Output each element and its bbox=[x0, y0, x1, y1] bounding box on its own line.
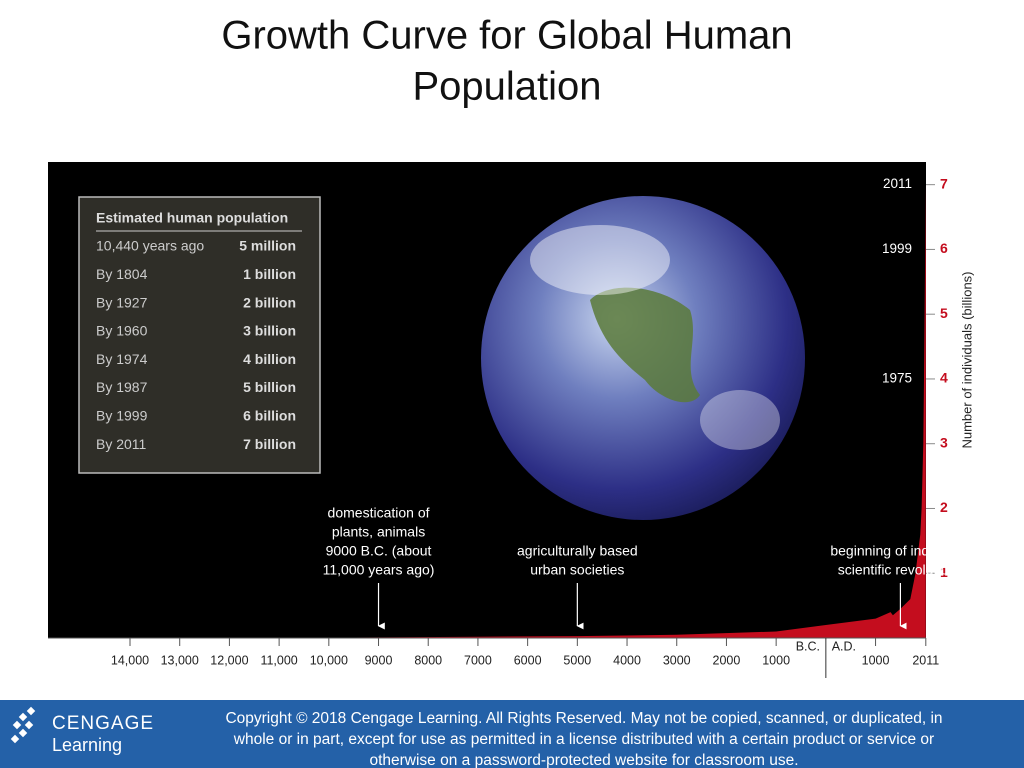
table-box bbox=[78, 196, 321, 474]
table-cell: By 2011 bbox=[96, 436, 147, 452]
earth-clouds bbox=[700, 390, 780, 450]
annotation: beginning of industrial, bbox=[830, 543, 970, 559]
x-tick-label: 10,000 bbox=[310, 653, 348, 667]
annotation: urban societies bbox=[530, 562, 624, 578]
year-marker: 1999 bbox=[882, 241, 912, 256]
table-cell: 2 billion bbox=[243, 294, 296, 310]
table-cell: 5 million bbox=[239, 238, 296, 254]
y-tick-label: 1 bbox=[940, 564, 948, 580]
y-axis-label: Number of individuals (billions) bbox=[959, 271, 974, 448]
table-cell: 10,440 years ago bbox=[96, 238, 204, 254]
annotation: agriculturally based bbox=[517, 543, 638, 559]
slide-title: Growth Curve for Global Human bbox=[221, 14, 792, 58]
footer-bar bbox=[0, 700, 1024, 768]
annotation: 11,000 years ago) bbox=[323, 562, 435, 578]
era-label: A.D. bbox=[832, 639, 856, 653]
copyright: whole or in part, except for use as perm… bbox=[233, 731, 934, 748]
annotation: domestication of bbox=[328, 505, 430, 521]
table-cell: 7 billion bbox=[243, 436, 296, 452]
x-tick-label: 3000 bbox=[663, 653, 691, 667]
y-tick-label: 3 bbox=[940, 434, 948, 450]
table-cell: 1 billion bbox=[243, 266, 296, 282]
table-cell: 4 billion bbox=[243, 351, 296, 367]
y-tick-label: 5 bbox=[940, 305, 948, 321]
y-tick-label: 4 bbox=[940, 370, 948, 386]
earth-land bbox=[590, 287, 700, 403]
x-tick-label: 14,000 bbox=[111, 653, 149, 667]
table-cell: 3 billion bbox=[243, 323, 296, 339]
table-cell: 5 billion bbox=[243, 379, 296, 395]
slide-title: Population bbox=[412, 65, 601, 109]
table-cell: By 1974 bbox=[96, 351, 148, 367]
annotation: 9000 B.C. (about bbox=[326, 543, 432, 559]
y-tick-label: 6 bbox=[940, 240, 948, 256]
x-tick-label: 7000 bbox=[464, 653, 492, 667]
table-cell: By 1987 bbox=[96, 379, 148, 395]
y-tick-label: 7 bbox=[940, 175, 948, 191]
x-tick-label: 1000 bbox=[762, 653, 790, 667]
x-tick-label: 11,000 bbox=[260, 653, 297, 667]
table-title: Estimated human population bbox=[96, 210, 288, 226]
year-marker: 2011 bbox=[883, 176, 912, 191]
x-tick-label: 1000 bbox=[862, 653, 890, 667]
table-cell: By 1999 bbox=[96, 408, 148, 424]
table-cell: 6 billion bbox=[243, 408, 296, 424]
annotation: scientific revolutions bbox=[838, 562, 963, 578]
annotation: plants, animals bbox=[332, 524, 425, 540]
table-cell: By 1927 bbox=[96, 294, 148, 310]
x-tick-label: 2000 bbox=[713, 653, 741, 667]
x-tick-label: 4000 bbox=[613, 653, 641, 667]
x-tick-label: 5000 bbox=[563, 653, 591, 667]
y-tick-label: 2 bbox=[940, 499, 948, 515]
logo-text: CENGAGE bbox=[52, 713, 154, 734]
table-cell: By 1804 bbox=[96, 266, 148, 282]
x-tick-label: 8000 bbox=[414, 653, 442, 667]
table-cell: By 1960 bbox=[96, 323, 148, 339]
x-tick-label: 2011 bbox=[912, 653, 939, 667]
x-tick-label: 9000 bbox=[365, 653, 393, 667]
copyright: Copyright © 2018 Cengage Learning. All R… bbox=[225, 710, 942, 727]
earth-clouds bbox=[530, 225, 670, 295]
era-label: B.C. bbox=[796, 639, 820, 653]
x-tick-label: 13,000 bbox=[161, 653, 199, 667]
year-marker: 1975 bbox=[882, 371, 912, 386]
x-tick-label: 12,000 bbox=[210, 653, 248, 667]
copyright: otherwise on a password-protected websit… bbox=[369, 752, 798, 768]
logo-text: Learning bbox=[52, 735, 122, 755]
x-tick-label: 6000 bbox=[514, 653, 542, 667]
